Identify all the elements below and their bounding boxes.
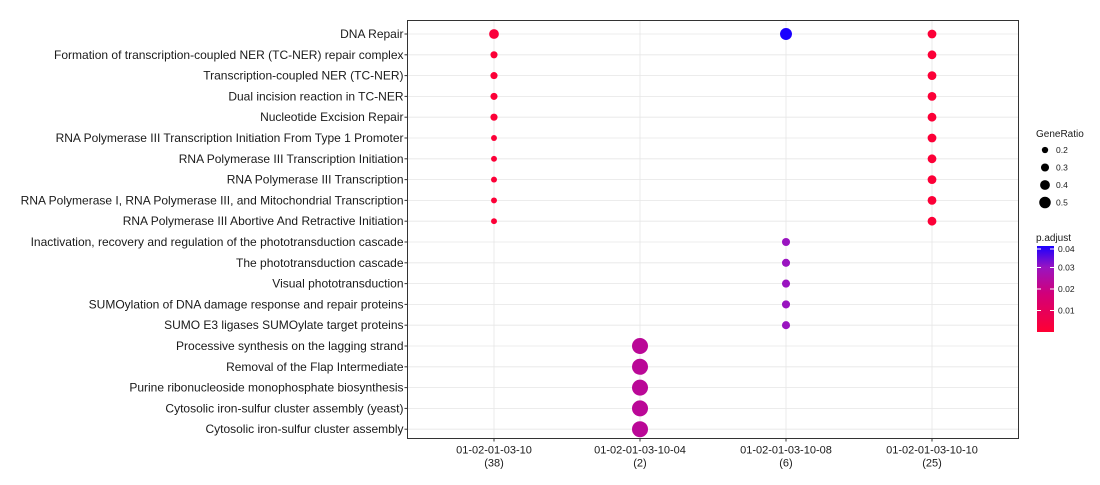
data-point (491, 155, 497, 162)
data-point (490, 72, 498, 80)
y-tick-label: Purine ribonucleoside monophosphate bios… (129, 381, 403, 395)
y-tick-label: Cytosolic iron-sulfur cluster assembly (… (165, 401, 403, 415)
y-tick-label: DNA Repair (340, 27, 403, 41)
y-tick-label: SUMO E3 ligases SUMOylate target protein… (164, 318, 403, 332)
y-tick-label: RNA Polymerase III Transcription Initiat… (179, 152, 404, 166)
colorbar-label: 0.02 (1058, 284, 1075, 294)
y-tick-label: RNA Polymerase III Transcription Initiat… (56, 131, 404, 145)
size-legend-label: 0.3 (1056, 163, 1068, 173)
data-point (632, 358, 648, 375)
size-legend-dot (1040, 180, 1050, 190)
data-point (781, 279, 791, 288)
generatio-legend: GeneRatio 0.2 0.3 0.4 0.5 (1036, 129, 1084, 209)
x-tick-label: 01-02-01-03-10-08 (740, 445, 832, 457)
padjust-colorbar (1037, 246, 1054, 332)
y-tick-label: Formation of transcription-coupled NER (… (54, 48, 403, 62)
y-tick-label: Nucleotide Excision Repair (260, 110, 403, 124)
data-point (927, 29, 937, 39)
x-tick-count-label: (6) (779, 458, 792, 470)
size-legend-dot (1041, 146, 1049, 154)
data-point (780, 28, 792, 40)
data-point (927, 112, 937, 122)
y-tick-label: RNA Polymerase I, RNA Polymerase III, an… (21, 193, 404, 207)
size-legend-dot (1039, 196, 1051, 209)
size-legend-dot (1040, 163, 1050, 172)
data-point (781, 258, 791, 267)
data-point (927, 196, 937, 205)
data-point (927, 71, 937, 80)
plot-panel-border (407, 20, 1019, 439)
data-point (490, 113, 498, 121)
data-point (491, 197, 497, 204)
y-tick-label: RNA Polymerase III Transcription (227, 173, 404, 187)
grid-lines (407, 20, 1019, 439)
data-point (927, 92, 937, 101)
y-tick-label: Processive synthesis on the lagging stra… (176, 339, 403, 353)
generatio-legend-title: GeneRatio (1036, 129, 1084, 140)
size-legend-label: 0.5 (1056, 198, 1068, 208)
data-point (927, 175, 937, 185)
data-point (781, 237, 791, 247)
data-point (490, 51, 498, 59)
data-point (490, 92, 498, 100)
y-axis: DNA Repair Formation of transcription-cou… (21, 27, 408, 436)
x-axis: 01-02-01-03-10(38) 01-02-01-03-10-04(2) 01… (456, 438, 978, 470)
y-tick-label: Transcription-coupled NER (TC-NER) (203, 69, 403, 83)
colorbar-label: 0.01 (1058, 306, 1075, 316)
data-point (632, 421, 648, 438)
data-point (491, 135, 497, 141)
data-point (632, 338, 648, 354)
data-points (489, 28, 937, 438)
colorbar-label: 0.03 (1058, 263, 1075, 273)
padjust-legend: p.adjust 0.01 0.02 0.03 0.04 (1036, 233, 1075, 332)
y-tick-label: Visual phototransduction (272, 277, 403, 291)
y-tick-label: Inactivation, recovery and regulation of… (31, 235, 404, 249)
data-point (781, 321, 791, 330)
x-tick-count-label: (38) (484, 458, 504, 470)
data-point (927, 133, 937, 143)
y-tick-label: Dual incision reaction in TC-NER (228, 89, 404, 103)
y-tick-label: RNA Polymerase III Abortive And Retracti… (123, 214, 404, 228)
x-tick-count-label: (25) (922, 458, 942, 470)
data-point (489, 29, 499, 39)
x-tick-label: 01-02-01-03-10-04 (594, 445, 686, 457)
size-legend-label: 0.4 (1056, 180, 1068, 190)
y-tick-label: Cytosolic iron-sulfur cluster assembly (205, 422, 403, 436)
x-tick-label: 01-02-01-03-10 (456, 445, 532, 457)
y-tick-label: SUMOylation of DNA damage response and r… (89, 297, 404, 311)
data-point (632, 400, 648, 417)
data-point (781, 300, 791, 309)
size-legend-label: 0.2 (1056, 145, 1068, 155)
data-point (927, 50, 937, 60)
colorbar-label: 0.04 (1058, 244, 1075, 254)
data-point (491, 176, 497, 183)
data-point (927, 216, 937, 226)
x-tick-count-label: (2) (633, 458, 646, 470)
data-point (927, 154, 937, 164)
y-tick-label: Removal of the Flap Intermediate (226, 360, 404, 374)
y-tick-label: The phototransduction cascade (236, 256, 404, 270)
data-point (491, 218, 497, 225)
x-tick-label: 01-02-01-03-10-10 (886, 445, 978, 457)
padjust-legend-title: p.adjust (1036, 233, 1071, 244)
data-point (632, 379, 648, 396)
